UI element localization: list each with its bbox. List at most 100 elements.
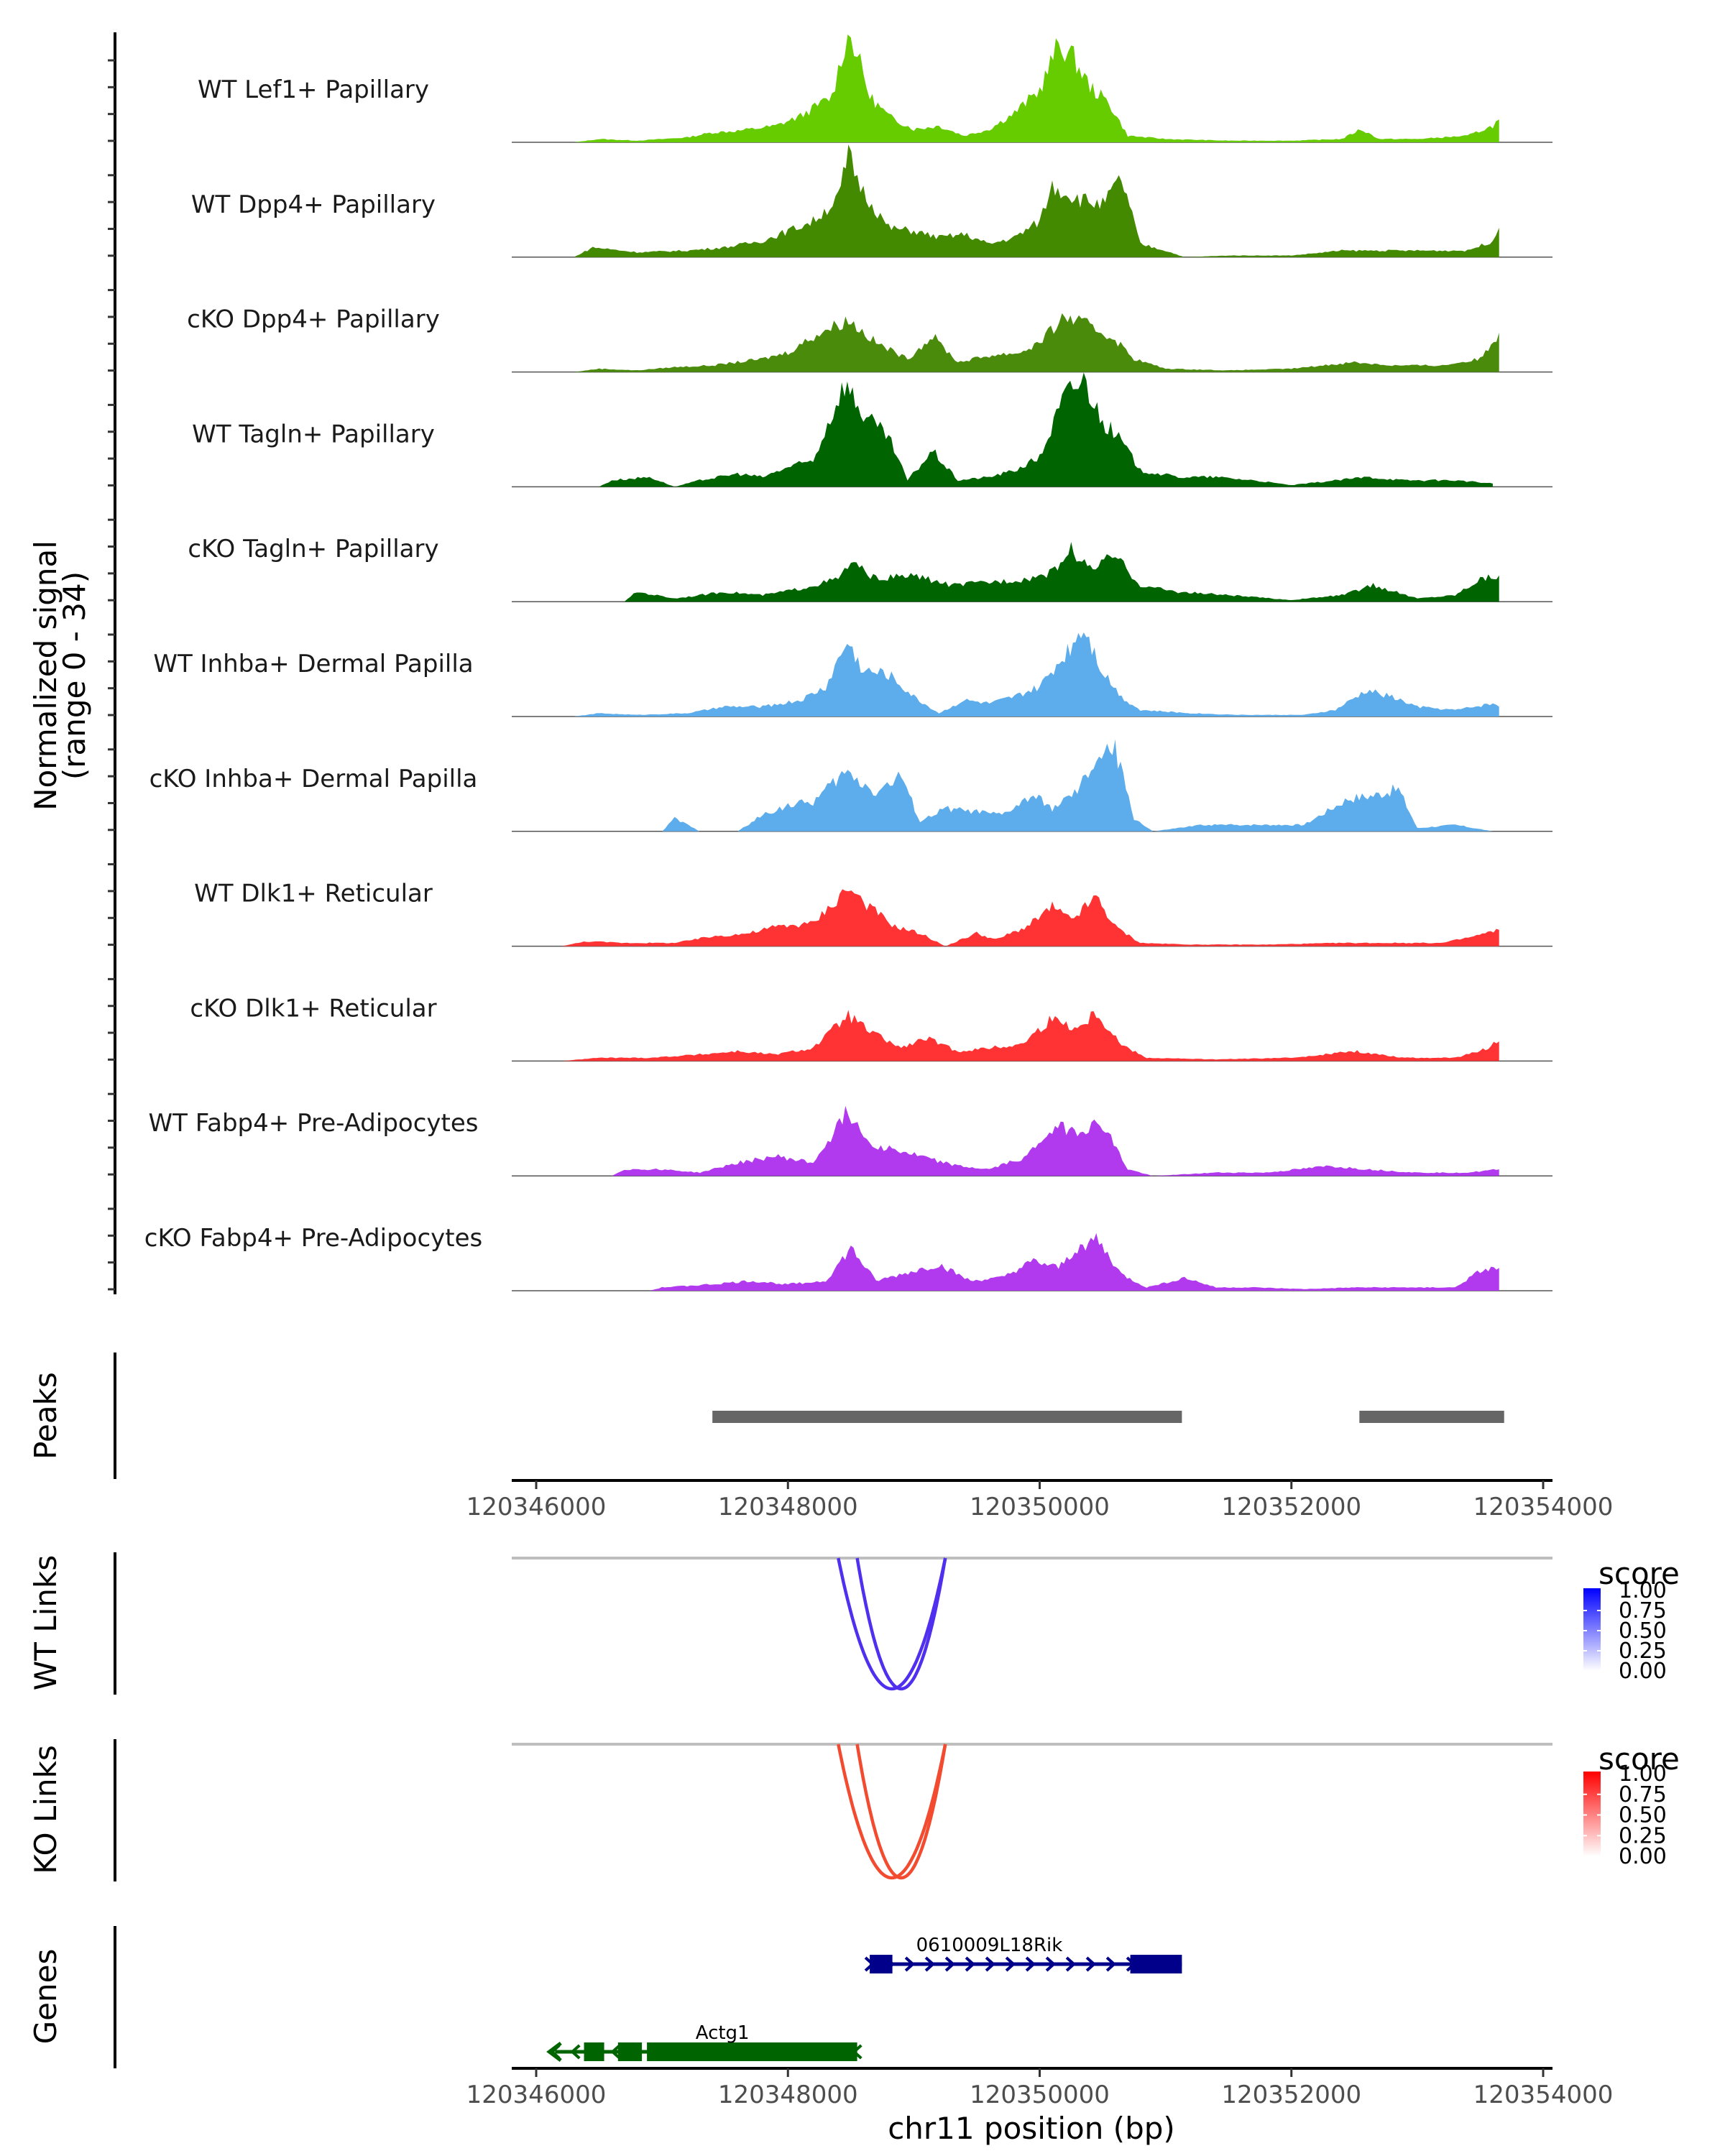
peaks-label: Peaks xyxy=(28,1372,63,1460)
strand-chevron xyxy=(1105,1956,1117,1972)
x-tick-label: 120354000 xyxy=(1473,2081,1614,2109)
link-arc xyxy=(837,1557,947,1691)
legend-tick-label: 1.00 xyxy=(1619,1761,1667,1787)
link-arc xyxy=(837,1743,947,1880)
gene-model: 0610009L18Rik xyxy=(864,1935,1182,1973)
peak-bar xyxy=(1359,1411,1504,1423)
x-tick-label: 120352000 xyxy=(1221,2081,1361,2109)
x-tick-label: 120348000 xyxy=(718,1493,858,1521)
x-axis-bottom: 120346000 120348000 120350000 120352000 1203… xyxy=(466,2067,1614,2109)
wt-score-legend: score 1.000.750.500.250.00 xyxy=(1583,1556,1680,1684)
coverage-area xyxy=(574,632,1499,717)
strand-arrow-icon xyxy=(546,2042,562,2062)
coverage-track: cKO Fabp4+ Pre-Adipocytes xyxy=(144,1224,1552,1291)
legend-tick-label: 0.00 xyxy=(1619,1844,1667,1869)
wt-legend-title: score xyxy=(1598,1556,1680,1591)
ko-link-arcs xyxy=(512,1743,1552,1880)
wt-links-label: WT Links xyxy=(28,1555,63,1690)
legend-tick-label: 0.25 xyxy=(1619,1823,1667,1848)
y-axis-title-line1: Normalized signal xyxy=(28,540,63,811)
y-axis-title-line2: (range 0 - 34) xyxy=(57,571,92,780)
coverage-area xyxy=(599,372,1493,487)
strand-chevron xyxy=(1065,1956,1077,1972)
legend-tick-label: 0.50 xyxy=(1619,1618,1667,1644)
ko-legend-colorbar xyxy=(1583,1772,1601,1856)
track-label: cKO Inhba+ Dermal Papilla xyxy=(150,765,478,793)
link-arc xyxy=(855,1557,947,1691)
y-axis-title: Normalized signal (range 0 - 34) xyxy=(28,540,92,811)
x-tick-label: 120346000 xyxy=(466,1493,607,1521)
coverage-track: WT Lef1+ Papillary xyxy=(198,34,1552,143)
legend-tick-label: 0.50 xyxy=(1619,1803,1667,1828)
x-axis-title: chr11 position (bp) xyxy=(888,2111,1175,2146)
coverage-track: cKO Dlk1+ Reticular xyxy=(190,994,1552,1062)
ko-legend-title: score xyxy=(1598,1741,1680,1777)
wt-link-arcs xyxy=(512,1557,1552,1691)
track-label: cKO Dpp4+ Papillary xyxy=(187,305,440,334)
legend-tick-label: 0.75 xyxy=(1619,1782,1667,1807)
track-label: WT Inhba+ Dermal Papilla xyxy=(153,650,473,678)
track-label: WT Dpp4+ Papillary xyxy=(191,190,436,219)
peak-bar xyxy=(712,1411,1182,1423)
coverage-area xyxy=(574,144,1499,257)
x-tick-label: 120354000 xyxy=(1473,1493,1614,1521)
legend-tick-label: 0.75 xyxy=(1619,1598,1667,1623)
coverage-y-axis xyxy=(108,32,116,1294)
coverage-area xyxy=(612,1105,1499,1176)
track-label: WT Tagln+ Papillary xyxy=(192,420,435,448)
wt-legend-colorbar xyxy=(1583,1588,1601,1671)
ko-links-label: KO Links xyxy=(28,1745,63,1874)
coverage-track: WT Fabp4+ Pre-Adipocytes xyxy=(149,1105,1552,1176)
legend-tick-label: 1.00 xyxy=(1619,1578,1667,1603)
legend-tick-label: 0.00 xyxy=(1619,1659,1667,1684)
coverage-track: WT Tagln+ Papillary xyxy=(192,372,1552,488)
gene-exon xyxy=(1130,1955,1182,1973)
ko-legend-ticks: 1.000.750.500.250.00 xyxy=(1583,1761,1667,1869)
track-label: WT Fabp4+ Pre-Adipocytes xyxy=(149,1109,479,1138)
coverage-area xyxy=(561,889,1499,946)
coverage-area xyxy=(561,1010,1499,1061)
gene-exon xyxy=(584,2042,604,2061)
coverage-tracks: WT Lef1+ Papillary WT Dpp4+ Papillary cKO … xyxy=(144,34,1552,1291)
wt-legend-ticks: 1.000.750.500.250.00 xyxy=(1583,1578,1667,1684)
gene-label: 0610009L18Rik xyxy=(916,1935,1063,1956)
coverage-track: cKO Tagln+ Papillary xyxy=(188,535,1552,602)
strand-chevron xyxy=(944,1956,956,1972)
link-arc xyxy=(855,1743,947,1880)
x-tick-label: 120350000 xyxy=(970,1493,1110,1521)
gene-models: 0610009L18Rik Actg1 xyxy=(546,1935,1182,2062)
strand-chevron xyxy=(1005,1956,1016,1972)
coverage-track: WT Inhba+ Dermal Papilla xyxy=(153,632,1552,717)
ko-links-panel: KO Links xyxy=(28,1739,1552,1881)
wt-links-panel: WT Links xyxy=(28,1552,1552,1695)
x-tick-label: 120350000 xyxy=(970,2081,1110,2109)
gene-exon xyxy=(617,2042,643,2061)
coverage-area xyxy=(574,34,1499,142)
track-label: WT Dlk1+ Reticular xyxy=(194,880,433,908)
legend-tick-label: 0.25 xyxy=(1619,1639,1667,1664)
x-tick-label: 120348000 xyxy=(718,2081,858,2109)
peaks-panel: Peaks xyxy=(28,1353,1504,1479)
gene-label: Actg1 xyxy=(696,2022,750,2044)
strand-chevron xyxy=(904,1956,916,1972)
coverage-area xyxy=(574,313,1499,372)
strand-chevron xyxy=(985,1956,996,1972)
gene-model: Actg1 xyxy=(546,2022,862,2062)
track-label: cKO Tagln+ Papillary xyxy=(188,535,438,563)
strand-chevron xyxy=(924,1956,936,1972)
x-tick-label: 120352000 xyxy=(1221,1493,1361,1521)
coverage-area xyxy=(624,542,1499,602)
track-label: WT Lef1+ Papillary xyxy=(198,75,429,104)
coverage-track: WT Dlk1+ Reticular xyxy=(194,880,1552,947)
coverage-area xyxy=(649,1233,1499,1291)
x-axis-middle: 120346000 120348000 120350000 120352000 1203… xyxy=(466,1479,1614,1521)
genes-panel: Genes 0610009L18Rik Actg1 xyxy=(28,1926,1182,2068)
track-label: cKO Dlk1+ Reticular xyxy=(190,994,436,1023)
x-tick-label: 120346000 xyxy=(466,2081,607,2109)
strand-chevron xyxy=(965,1956,976,1972)
coverage-track: cKO Dpp4+ Papillary xyxy=(187,305,1552,373)
strand-chevron xyxy=(1025,1956,1036,1972)
strand-chevron xyxy=(1085,1956,1097,1972)
gene-exon xyxy=(647,2042,857,2061)
